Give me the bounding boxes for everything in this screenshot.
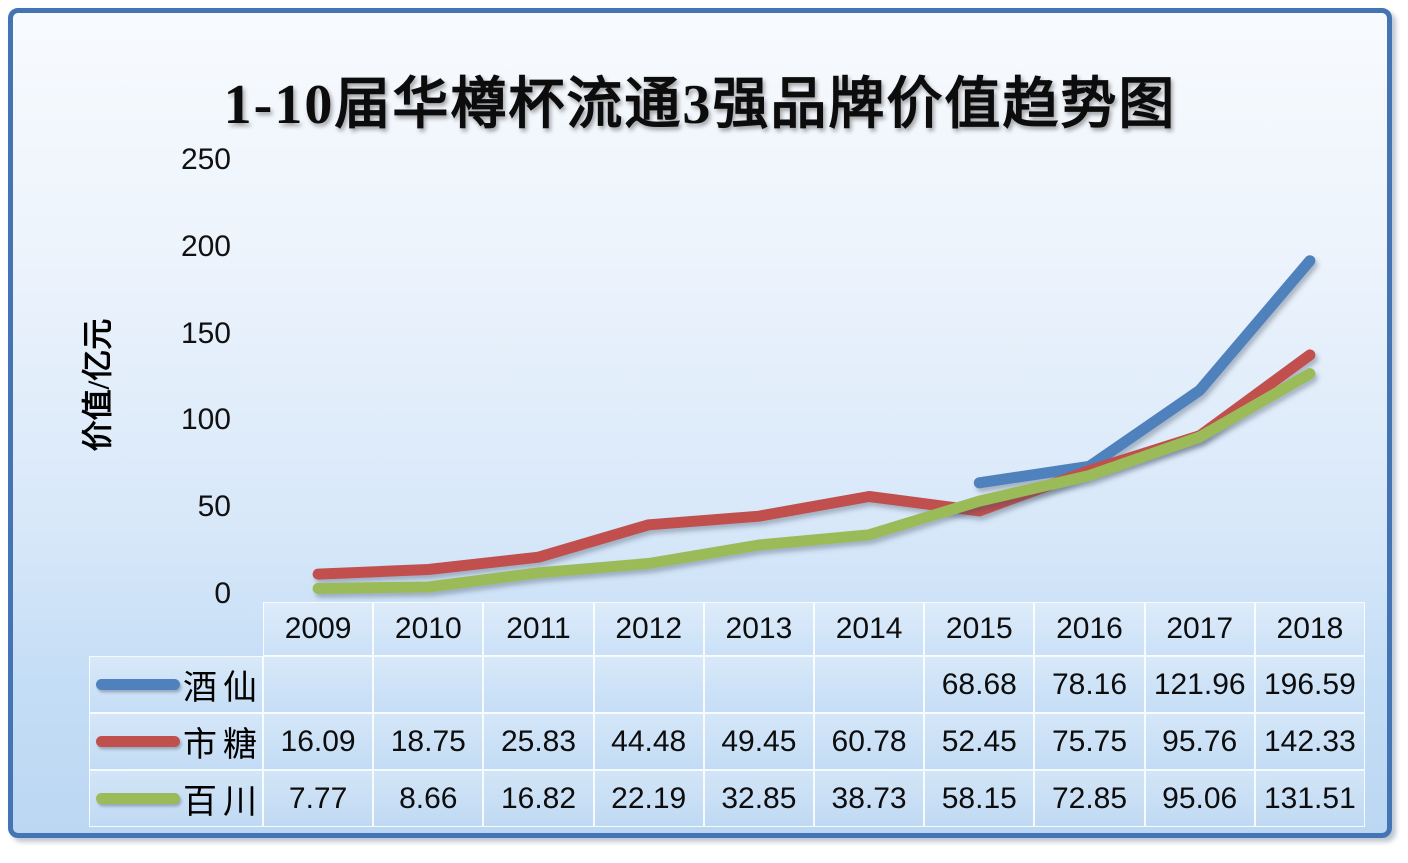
year-header-cell: 2018 (1254, 602, 1365, 656)
value-cell: 121.96 (1144, 656, 1255, 713)
value-cell (373, 656, 484, 713)
value-cell (703, 656, 814, 713)
value-cell: 16.09 (263, 713, 374, 770)
y-tick-label: 150 (180, 316, 231, 350)
value-cell: 60.78 (813, 713, 925, 770)
legend-cell-0: 酒仙 (89, 656, 263, 713)
value-cell: 32.85 (703, 770, 814, 827)
legend-cell-2: 百川 (89, 770, 263, 827)
legend-key-icon (96, 679, 180, 690)
series-line-2 (312, 368, 1316, 594)
value-cell (593, 656, 704, 713)
value-cell: 8.66 (373, 770, 484, 827)
value-cell: 75.75 (1034, 713, 1145, 770)
value-cell: 95.76 (1144, 713, 1255, 770)
value-cell: 38.73 (813, 770, 925, 827)
value-cell: 68.68 (924, 656, 1035, 713)
year-header-cell: 2015 (924, 602, 1035, 656)
value-cell: 22.19 (593, 770, 704, 827)
legend-key-icon (96, 793, 180, 804)
value-cell: 78.16 (1034, 656, 1145, 713)
chart-title: 1-10届华樽杯流通3强品牌价值趋势图 (223, 74, 1177, 136)
year-header-cell: 2016 (1034, 602, 1145, 656)
y-tick-label: 0 (214, 577, 231, 610)
chart-window: 1-10届华樽杯流通3强品牌价值趋势图 价值/亿元 0 50 100 150 200 25… (8, 8, 1392, 838)
value-cell: 25.83 (483, 713, 594, 770)
value-cell (483, 656, 594, 713)
value-cell: 49.45 (703, 713, 814, 770)
year-header-cell: 2009 (263, 602, 374, 656)
value-cell: 95.06 (1144, 770, 1255, 827)
legend-cell-1: 市糖 (89, 713, 263, 770)
year-header-cell: 2013 (703, 602, 814, 656)
series-line-0 (973, 255, 1316, 489)
y-axis-label: 价值/亿元 (80, 318, 116, 452)
value-cell: 131.51 (1254, 770, 1365, 827)
value-cell: 18.75 (373, 713, 484, 770)
value-cell: 44.48 (593, 713, 704, 770)
legend-label: 市糖 (183, 727, 263, 764)
year-header-cell: 2014 (813, 602, 925, 656)
y-tick-label: 100 (180, 403, 231, 437)
year-header-cell: 2012 (593, 602, 704, 656)
legend-key-icon (96, 736, 180, 747)
value-cell: 16.82 (483, 770, 594, 827)
y-tick-label: 50 (197, 490, 231, 524)
value-cell: 196.59 (1254, 656, 1365, 713)
legend-label: 百川 (183, 784, 263, 821)
y-tick-label: 200 (180, 229, 231, 263)
value-cell (813, 656, 925, 713)
value-cell: 58.15 (924, 770, 1035, 827)
table-corner-spacer (89, 602, 263, 656)
series-line-1 (312, 349, 1316, 580)
legend-label: 酒仙 (183, 670, 263, 707)
y-tick-label: 250 (180, 143, 231, 176)
value-cell (263, 656, 374, 713)
year-header-cell: 2011 (483, 602, 594, 656)
value-cell: 142.33 (1254, 713, 1365, 770)
year-header-cell: 2010 (373, 602, 484, 656)
year-header-cell: 2017 (1144, 602, 1255, 656)
value-cell: 7.77 (263, 770, 374, 827)
data-table: 2009 2010 2011 2012 2013 2014 2015 2016 2017 2018… (89, 602, 1365, 827)
value-cell: 72.85 (1034, 770, 1145, 827)
value-cell: 52.45 (924, 713, 1035, 770)
